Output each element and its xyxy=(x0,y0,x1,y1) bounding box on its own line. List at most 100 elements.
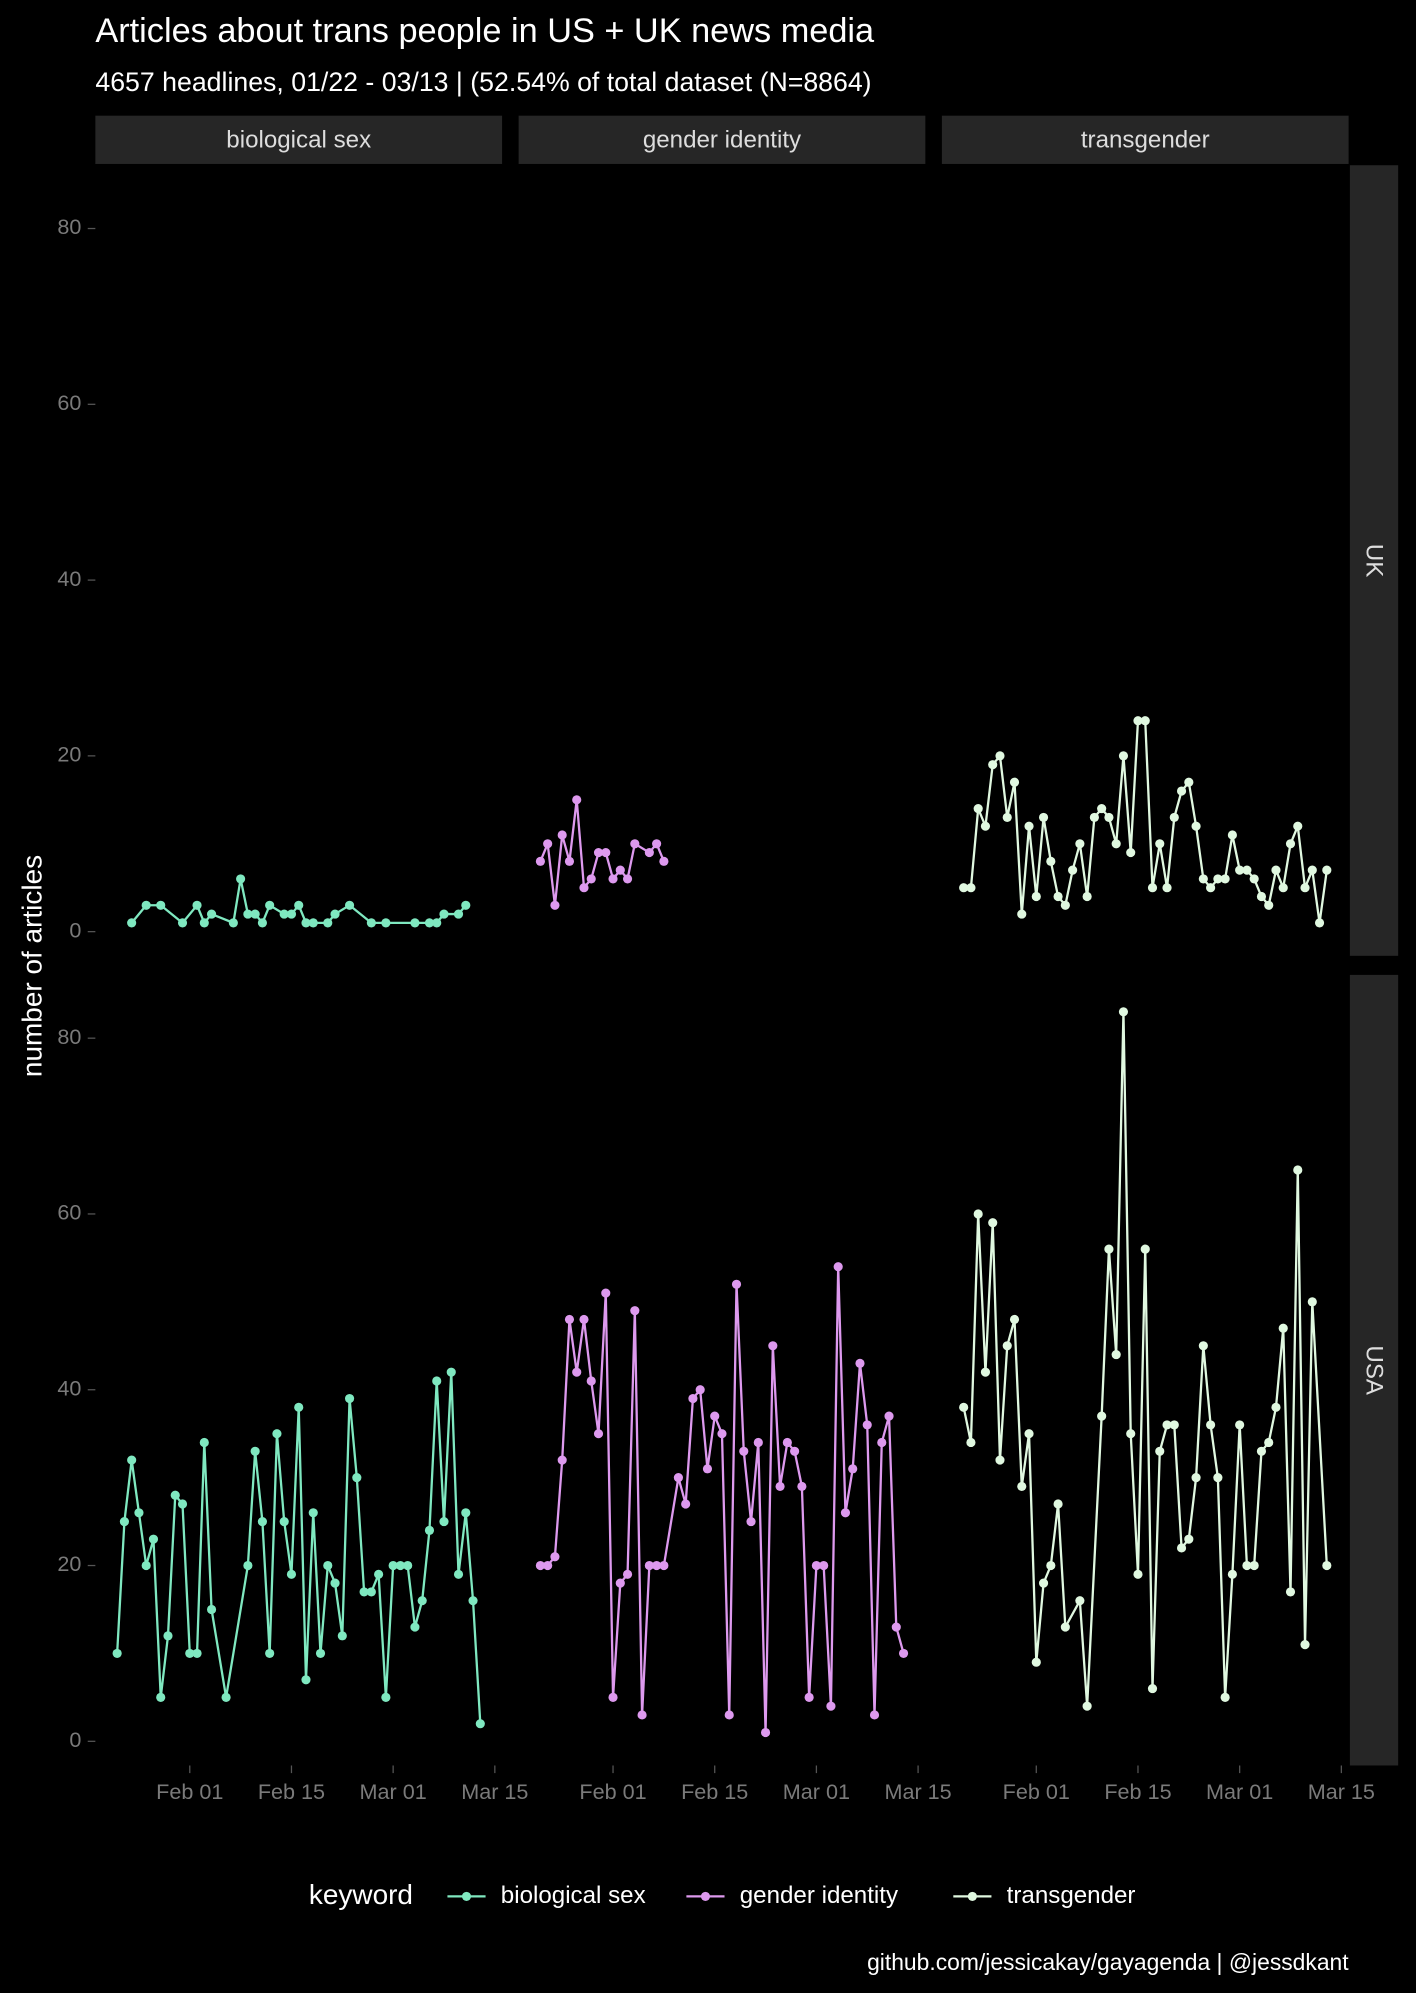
point xyxy=(1111,839,1121,849)
point xyxy=(1075,1596,1085,1606)
point xyxy=(1278,883,1288,893)
point xyxy=(1176,786,1187,796)
point xyxy=(630,1306,640,1316)
point xyxy=(980,821,991,831)
point xyxy=(119,1517,129,1527)
point xyxy=(840,1508,851,1518)
point xyxy=(1256,891,1267,902)
point xyxy=(637,1710,647,1720)
point xyxy=(344,900,355,910)
point xyxy=(586,874,596,884)
point xyxy=(1206,1420,1216,1430)
point xyxy=(1147,1684,1158,1694)
point xyxy=(410,918,420,928)
point xyxy=(410,1622,420,1632)
point xyxy=(301,918,311,928)
point xyxy=(869,1710,880,1720)
point xyxy=(127,1455,137,1465)
y-tick-label: 80 xyxy=(57,214,81,239)
legend-key xyxy=(967,1891,977,1901)
line xyxy=(115,1372,482,1724)
y-tick-label: 60 xyxy=(57,1200,81,1225)
point xyxy=(1322,865,1332,875)
point xyxy=(1293,821,1303,831)
point xyxy=(1031,1657,1041,1667)
point xyxy=(601,1288,611,1298)
point xyxy=(710,1411,720,1421)
point xyxy=(475,1719,485,1729)
point xyxy=(1322,1560,1332,1571)
point xyxy=(1089,812,1099,822)
point xyxy=(884,1411,894,1421)
point xyxy=(862,1420,872,1430)
point xyxy=(959,883,969,893)
point xyxy=(1038,812,1049,822)
point xyxy=(1264,900,1274,910)
point xyxy=(673,1473,683,1483)
point xyxy=(1227,830,1237,840)
point xyxy=(148,1534,159,1544)
point xyxy=(572,795,582,805)
point xyxy=(206,909,217,919)
point xyxy=(315,1648,326,1658)
point xyxy=(1249,874,1259,884)
point xyxy=(453,909,464,919)
facet-label: biological sex xyxy=(226,126,371,153)
point xyxy=(995,1455,1005,1465)
point xyxy=(1082,1701,1092,1711)
point xyxy=(535,856,545,866)
point xyxy=(395,1560,405,1571)
point xyxy=(1213,1473,1223,1483)
point xyxy=(134,1508,144,1518)
point xyxy=(250,1446,260,1456)
point xyxy=(579,883,589,893)
point xyxy=(855,1358,865,1368)
point xyxy=(228,918,238,928)
point xyxy=(199,918,209,928)
y-tick-label: 40 xyxy=(57,1375,81,1400)
point xyxy=(432,918,442,928)
y-tick-label: 40 xyxy=(57,566,81,591)
point xyxy=(608,1692,618,1702)
point xyxy=(141,900,151,910)
x-tick-label: Mar 01 xyxy=(1206,1779,1273,1804)
point xyxy=(1176,1543,1187,1553)
legend-label: biological sex xyxy=(501,1882,646,1909)
point xyxy=(1038,1578,1049,1588)
point xyxy=(731,1279,742,1289)
point xyxy=(988,1218,998,1228)
point xyxy=(1198,1341,1208,1351)
point xyxy=(366,918,376,928)
point xyxy=(156,900,166,910)
point xyxy=(1060,900,1070,910)
legend-key xyxy=(700,1891,711,1901)
line xyxy=(540,1266,905,1733)
x-tick-label: Feb 15 xyxy=(1104,1779,1171,1804)
point xyxy=(644,1560,654,1571)
point xyxy=(1046,1560,1056,1571)
point xyxy=(1053,891,1063,902)
point xyxy=(1155,839,1165,849)
point xyxy=(432,1376,442,1386)
point xyxy=(286,1569,297,1579)
point xyxy=(746,1517,756,1527)
point xyxy=(294,1402,304,1412)
point xyxy=(622,1569,633,1579)
point xyxy=(1256,1446,1267,1456)
point xyxy=(1314,918,1325,928)
point xyxy=(1206,883,1216,893)
point xyxy=(988,760,998,770)
point xyxy=(323,918,333,928)
y-tick-label: 20 xyxy=(57,1551,81,1576)
point xyxy=(424,918,435,928)
point xyxy=(468,1596,478,1606)
point xyxy=(359,1587,369,1597)
point xyxy=(1009,777,1020,787)
point xyxy=(1053,1499,1063,1509)
point xyxy=(1300,1640,1310,1650)
facet-strip xyxy=(95,115,503,164)
x-tick-label: Feb 01 xyxy=(1003,1779,1070,1804)
point xyxy=(344,1393,355,1404)
point xyxy=(424,1525,435,1535)
